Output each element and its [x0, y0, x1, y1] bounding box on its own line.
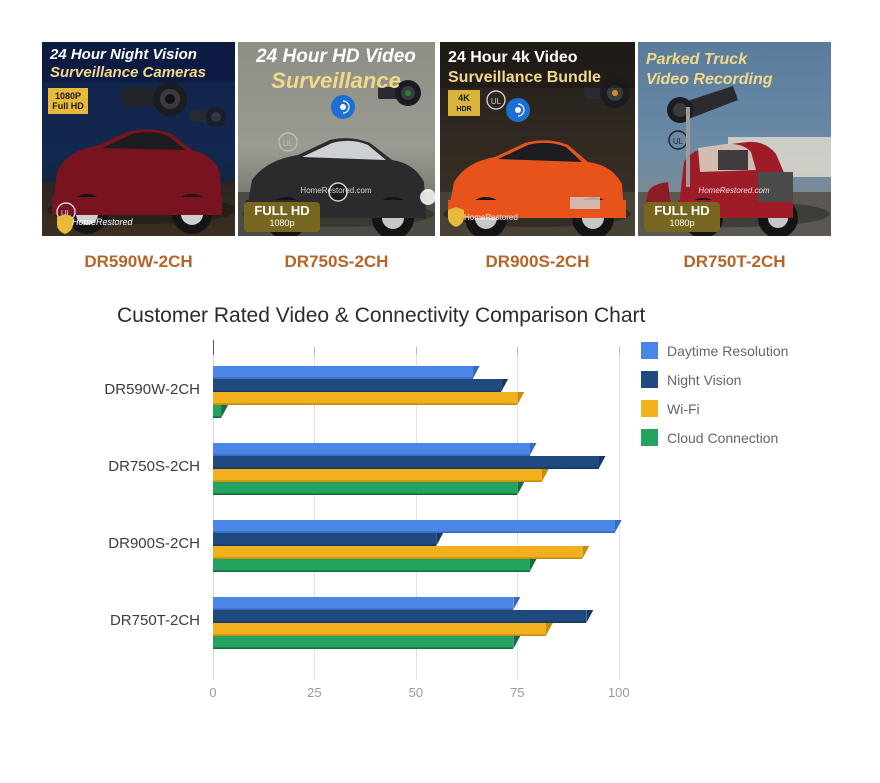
- svg-text:1080p: 1080p: [669, 218, 694, 228]
- svg-text:FULL HD: FULL HD: [654, 203, 709, 218]
- svg-text:24 Hour Night Vision: 24 Hour Night Vision: [49, 46, 197, 63]
- svg-text:24 Hour 4k Video: 24 Hour 4k Video: [448, 49, 578, 66]
- svg-text:HomeRestored.com: HomeRestored.com: [300, 186, 371, 195]
- svg-text:24 Hour HD Video: 24 Hour HD Video: [255, 46, 416, 67]
- svg-text:1080P: 1080P: [55, 91, 81, 101]
- svg-text:HomeRestored: HomeRestored: [464, 213, 518, 222]
- svg-text:Surveillance Bundle: Surveillance Bundle: [448, 69, 601, 86]
- svg-text:Parked Truck: Parked Truck: [646, 51, 748, 68]
- svg-text:1080p: 1080p: [269, 218, 294, 228]
- svg-text:UL: UL: [673, 137, 684, 146]
- svg-text:HomeRestored: HomeRestored: [72, 217, 134, 227]
- svg-text:FULL HD: FULL HD: [254, 203, 309, 218]
- svg-text:UL: UL: [491, 97, 502, 106]
- svg-text:Video Recording: Video Recording: [646, 71, 773, 88]
- svg-text:UL: UL: [283, 139, 294, 148]
- svg-text:Full HD: Full HD: [52, 101, 84, 111]
- svg-text:Surveillance: Surveillance: [271, 68, 401, 93]
- svg-text:Surveillance Cameras: Surveillance Cameras: [50, 64, 206, 81]
- svg-text:HDR: HDR: [456, 106, 471, 113]
- svg-text:4K: 4K: [458, 93, 470, 103]
- svg-text:HomeRestored.com: HomeRestored.com: [698, 186, 769, 195]
